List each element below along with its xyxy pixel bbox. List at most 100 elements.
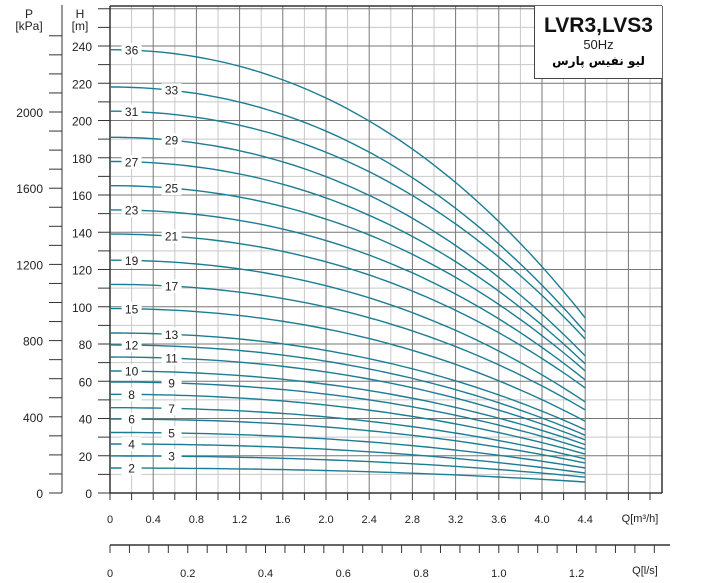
q-tick-label: 2.8 <box>405 514 420 526</box>
curve-label-bg <box>161 351 182 366</box>
curve-label-4: 4 <box>128 438 135 452</box>
qls-tick-label: 0.4 <box>258 568 273 580</box>
pump-curve-21 <box>110 233 586 389</box>
qls-tick-label: 0 <box>107 568 113 580</box>
h-axis-label: H <box>76 7 85 21</box>
curve-label-bg <box>121 301 142 316</box>
curve-label-8: 8 <box>128 388 135 402</box>
pump-curve-23 <box>110 209 586 381</box>
curve-label-bg <box>161 279 182 294</box>
curve-label-12: 12 <box>125 339 139 353</box>
h-tick-label: 60 <box>79 375 93 389</box>
curve-label-bg <box>161 83 182 98</box>
pump-curve-6 <box>110 418 586 464</box>
curve-label-bg <box>121 338 142 353</box>
curve-label-2: 2 <box>128 462 135 476</box>
h-tick-label: 120 <box>72 264 92 278</box>
curve-label-bg <box>161 327 182 342</box>
curve-label-31: 31 <box>125 105 139 119</box>
pump-curve-25 <box>110 185 586 372</box>
q-tick-label: 0.8 <box>189 514 204 526</box>
curve-label-13: 13 <box>165 328 179 342</box>
brand-text: لیو نفیس پارس <box>552 54 645 68</box>
pump-curve-36 <box>109 49 586 319</box>
pump-curve-3 <box>110 455 586 478</box>
curve-label-23: 23 <box>125 204 139 218</box>
curve-label-bg <box>121 203 142 218</box>
curve-label-29: 29 <box>165 134 179 148</box>
q-tick-label: 2.0 <box>318 514 333 526</box>
h-tick-label: 240 <box>72 40 92 54</box>
q-tick-label: 3.2 <box>448 514 463 526</box>
curve-label-bg <box>121 437 142 452</box>
curve-label-bg <box>121 412 142 427</box>
p-axis-label: P <box>25 7 33 21</box>
pump-curve-27 <box>110 160 586 365</box>
pump-curve-12 <box>109 344 586 436</box>
curve-label-10: 10 <box>125 365 139 379</box>
p-tick-label: 1200 <box>16 258 43 272</box>
q-tick-label: 3.6 <box>491 514 506 526</box>
curve-label-bg <box>121 154 142 169</box>
curve-label-36: 36 <box>125 44 139 58</box>
pump-curve-31 <box>110 110 586 340</box>
curve-label-bg <box>161 229 182 244</box>
title-box: LVR3,LVS3 50Hz لیو نفیس پارس <box>534 6 662 79</box>
curve-label-bg <box>161 133 182 148</box>
pump-curve-15 <box>110 307 586 422</box>
curve-label-bg <box>121 387 142 402</box>
qls-tick-label: 1.0 <box>491 568 506 580</box>
q-tick-label: 2.4 <box>362 514 377 526</box>
curve-label-9: 9 <box>168 376 175 390</box>
curve-label-27: 27 <box>125 155 139 169</box>
qls-tick-label: 0.8 <box>413 568 428 580</box>
curve-label-15: 15 <box>125 302 139 316</box>
curve-label-33: 33 <box>165 84 179 98</box>
q-tick-label: 1.2 <box>232 514 247 526</box>
curve-label-11: 11 <box>165 352 178 366</box>
chart-title: LVR3,LVS3 <box>544 14 653 37</box>
curve-label-17: 17 <box>165 280 179 294</box>
pump-curve-7 <box>110 407 586 460</box>
p-tick-label: 400 <box>23 411 43 425</box>
curve-label-5: 5 <box>168 426 175 440</box>
qls-tick-label: 0.6 <box>336 568 351 580</box>
qls-tick-label: 1.2 <box>569 568 584 580</box>
curve-label-bg <box>121 43 142 58</box>
qls-axis-label: Q[l/s] <box>632 565 658 577</box>
h-tick-label: 200 <box>72 115 92 129</box>
curve-label-bg <box>121 461 142 476</box>
curve-label-bg <box>161 449 182 464</box>
curve-label-25: 25 <box>165 182 179 196</box>
pump-curve-29 <box>110 136 586 357</box>
curve-label-bg <box>161 181 182 196</box>
curve-label-bg <box>121 104 142 119</box>
curve-label-bg <box>121 364 142 379</box>
h-tick-label: 220 <box>72 77 92 91</box>
q-tick-label: 0 <box>107 514 113 526</box>
pump-curve-5 <box>110 431 586 469</box>
curve-label-7: 7 <box>168 402 175 416</box>
p-tick-label: 1600 <box>16 182 43 196</box>
curve-label-bg <box>121 253 142 268</box>
q-axis-label: Q[m³/h] <box>622 513 659 525</box>
chart-subtitle: 50Hz <box>583 37 614 52</box>
h-tick-label: 160 <box>72 189 92 203</box>
qls-tick-label: 0.2 <box>180 568 195 580</box>
q-tick-label: 1.6 <box>275 514 290 526</box>
curve-label-6: 6 <box>128 413 135 427</box>
pump-curve-19 <box>110 259 586 403</box>
p-tick-label: 800 <box>23 335 43 349</box>
pump-curve-8 <box>110 393 586 455</box>
h-tick-label: 0 <box>85 487 92 501</box>
pump-curve-13 <box>110 332 586 431</box>
curve-label-bg <box>161 425 182 440</box>
curve-label-bg <box>161 375 182 390</box>
h-tick-label: 140 <box>72 226 92 240</box>
h-tick-label: 100 <box>72 301 92 315</box>
pump-curve-17 <box>110 283 586 411</box>
q-tick-label: 0.4 <box>146 514 161 526</box>
h-tick-label: 20 <box>79 450 93 464</box>
